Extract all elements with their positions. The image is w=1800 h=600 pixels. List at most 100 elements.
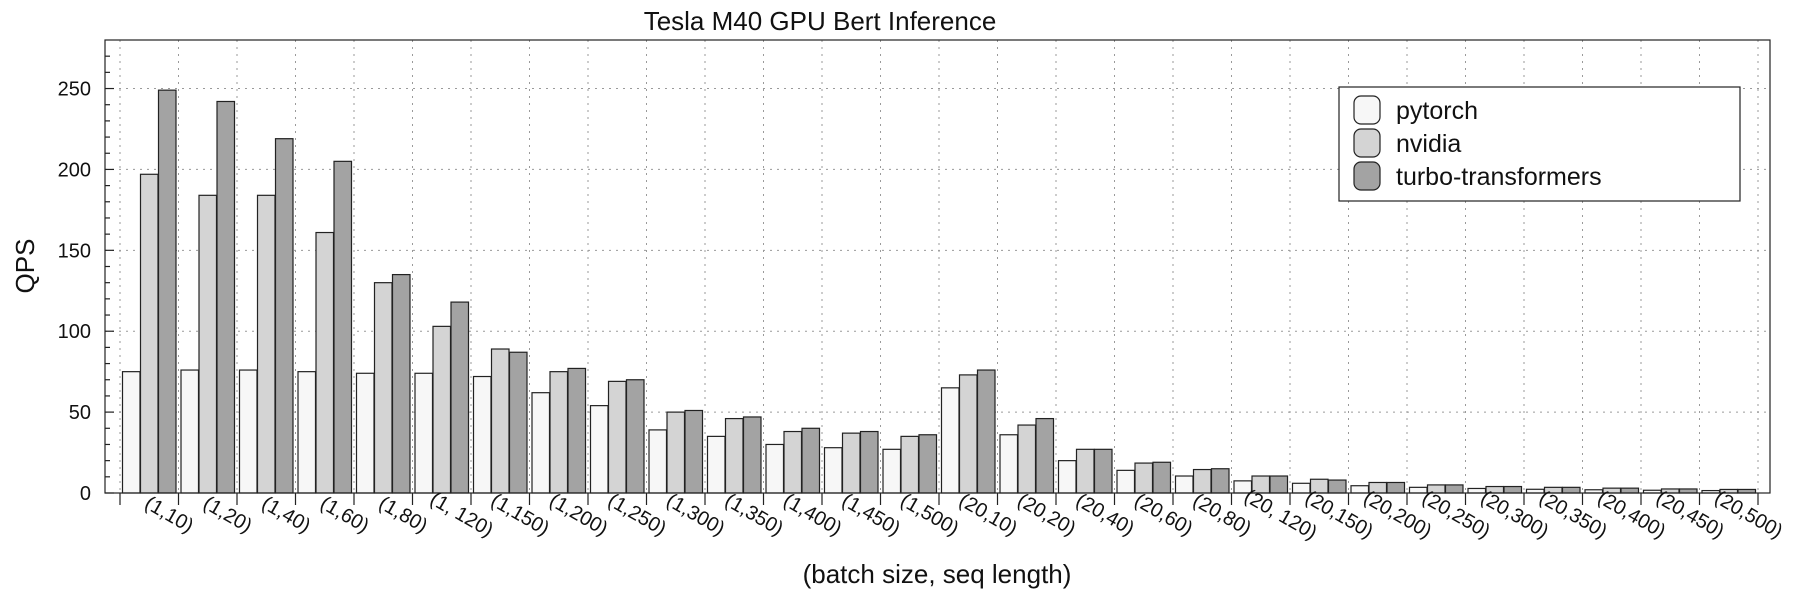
bar-pytorch-22 xyxy=(1408,486,1428,494)
bar-pytorch-18 xyxy=(1174,475,1194,494)
x-tick-label: (1,250) xyxy=(604,489,670,540)
bar-turbo-transformers-14 xyxy=(976,369,996,494)
bar-turbo-transformers-21 xyxy=(1386,481,1406,494)
bar-turbo-transformers-6 xyxy=(508,351,528,494)
bar-pytorch-17 xyxy=(1116,469,1136,494)
bar-pytorch-10 xyxy=(706,435,726,494)
bar-nvidia-9 xyxy=(666,411,686,494)
bar-nvidia-14 xyxy=(958,374,978,494)
bar-turbo-transformers-4 xyxy=(391,273,411,494)
bar-nvidia-6 xyxy=(490,348,510,494)
x-tick-label: (1,60) xyxy=(316,492,372,537)
bar-nvidia-17 xyxy=(1134,462,1154,494)
bar-nvidia-8 xyxy=(607,380,627,494)
bar-nvidia-0 xyxy=(139,173,159,494)
bar-pytorch-8 xyxy=(589,405,609,494)
x-axis-label: (batch size, seq length) xyxy=(803,559,1072,589)
legend-box xyxy=(1338,86,1741,202)
bar-turbo-transformers-7 xyxy=(567,367,587,494)
legend-label-pytorch: pytorch xyxy=(1396,97,1478,125)
bar-turbo-transformers-5 xyxy=(450,301,470,494)
bar-pytorch-14 xyxy=(940,387,960,494)
bar-turbo-transformers-1 xyxy=(216,100,236,494)
y-tick-label: 200 xyxy=(58,159,91,181)
x-tick-label: (20,40) xyxy=(1072,489,1138,540)
bar-nvidia-11 xyxy=(783,430,803,494)
bar-turbo-transformers-3 xyxy=(333,160,353,494)
bar-turbo-transformers-2 xyxy=(274,138,294,494)
bar-pytorch-16 xyxy=(1057,460,1077,494)
bar-turbo-transformers-23 xyxy=(1503,485,1523,494)
legend: pytorch nvidia turbo-transformers xyxy=(1338,86,1741,202)
bar-turbo-transformers-10 xyxy=(742,416,762,494)
bar-nvidia-13 xyxy=(900,435,920,494)
bar-turbo-transformers-26 xyxy=(1678,488,1698,494)
bar-nvidia-5 xyxy=(432,325,452,494)
bar-turbo-transformers-16 xyxy=(1093,448,1113,494)
bar-turbo-transformers-17 xyxy=(1152,461,1172,494)
x-tick-label: (1,350) xyxy=(721,489,787,540)
bar-turbo-transformers-9 xyxy=(684,409,704,494)
bar-pytorch-23 xyxy=(1467,487,1487,494)
bar-nvidia-10 xyxy=(724,417,744,494)
x-tick-label: (20,60) xyxy=(1131,489,1197,540)
bar-pytorch-12 xyxy=(823,447,843,494)
y-axis-label: QPS xyxy=(10,239,40,294)
x-tick-label: (1,300) xyxy=(663,489,729,540)
x-tick-label: (1,10) xyxy=(141,492,197,537)
bar-turbo-transformers-13 xyxy=(918,434,938,494)
bar-nvidia-18 xyxy=(1192,468,1212,494)
bar-pytorch-9 xyxy=(648,429,668,494)
bar-pytorch-15 xyxy=(999,434,1019,494)
legend-label-nvidia: nvidia xyxy=(1396,130,1461,158)
bar-pytorch-4 xyxy=(355,372,375,494)
bar-turbo-transformers-15 xyxy=(1035,417,1055,494)
y-tick-label: 50 xyxy=(69,402,91,424)
bar-pytorch-3 xyxy=(297,371,317,494)
bar-pytorch-1 xyxy=(180,369,200,494)
bar-nvidia-16 xyxy=(1075,448,1095,494)
x-tick-label: (20,500) xyxy=(1711,487,1787,543)
x-tick-label: (1,20) xyxy=(199,492,255,537)
bar-pytorch-6 xyxy=(472,375,492,494)
bar-turbo-transformers-11 xyxy=(801,427,821,494)
legend-swatch-nvidia xyxy=(1353,128,1381,158)
x-tick-label: (1, 120) xyxy=(426,488,497,542)
bar-turbo-transformers-20 xyxy=(1327,479,1347,494)
x-tick-label: (1,40) xyxy=(258,492,314,537)
bar-nvidia-3 xyxy=(315,231,335,494)
legend-swatch-turbo-transformers xyxy=(1353,161,1381,191)
bar-nvidia-12 xyxy=(841,432,861,494)
x-tick-label: (20,10) xyxy=(955,489,1021,540)
bar-pytorch-2 xyxy=(238,369,258,494)
bar-turbo-transformers-24 xyxy=(1561,486,1581,494)
bar-turbo-transformers-18 xyxy=(1210,468,1230,494)
x-tick-label: (20,20) xyxy=(1014,489,1080,540)
x-tick-label: (1,80) xyxy=(375,492,431,537)
bar-nvidia-2 xyxy=(256,194,276,494)
x-tick-label: (1,500) xyxy=(897,489,963,540)
x-tick-label: (1,150) xyxy=(487,489,553,540)
x-tick-label: (1,400) xyxy=(780,489,846,540)
y-tick-label: 0 xyxy=(80,483,91,505)
bar-turbo-transformers-8 xyxy=(625,379,645,494)
bar-pytorch-20 xyxy=(1291,482,1311,494)
bar-pytorch-0 xyxy=(121,371,141,494)
bar-nvidia-7 xyxy=(549,371,569,494)
y-tick-label: 150 xyxy=(58,240,91,262)
x-tick-label: (1,200) xyxy=(546,489,612,540)
bar-turbo-transformers-19 xyxy=(1269,475,1289,494)
bar-pytorch-21 xyxy=(1350,485,1370,494)
bar-pytorch-5 xyxy=(414,372,434,494)
bar-pytorch-11 xyxy=(765,443,785,494)
bar-pytorch-13 xyxy=(882,448,902,494)
bar-pytorch-7 xyxy=(531,392,551,494)
x-tick-label: (1,450) xyxy=(838,489,904,540)
legend-label-turbo-transformers: turbo-transformers xyxy=(1396,163,1602,191)
bar-nvidia-4 xyxy=(373,282,393,494)
legend-swatch-pytorch xyxy=(1353,95,1381,125)
y-tick-label: 100 xyxy=(58,321,91,343)
chart-title: Tesla M40 GPU Bert Inference xyxy=(644,6,997,36)
bar-turbo-transformers-22 xyxy=(1444,484,1464,494)
